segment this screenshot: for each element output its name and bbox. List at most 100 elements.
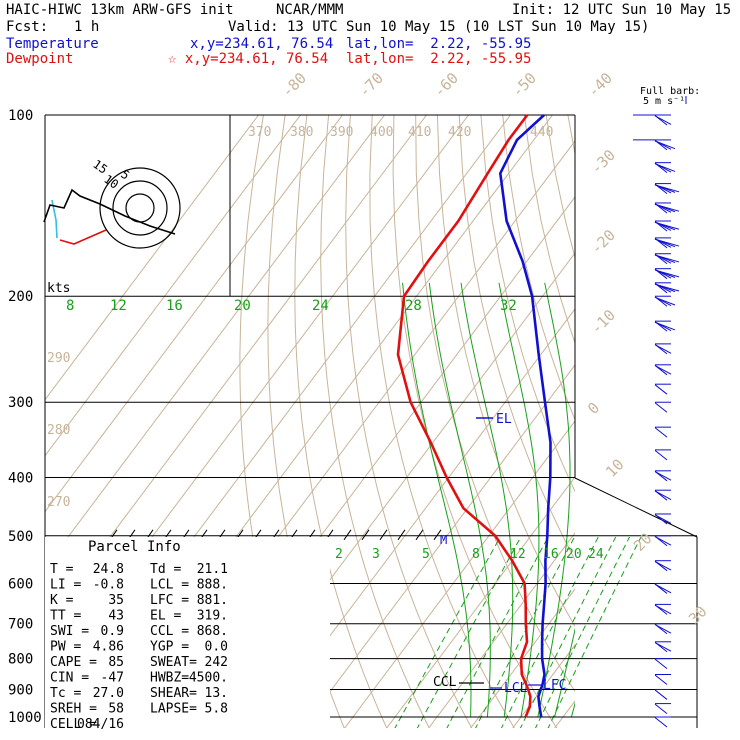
mixing-ratio-line <box>416 537 522 728</box>
moist-adiabat-line <box>402 282 472 718</box>
hatch-mark <box>433 529 442 541</box>
dewpoint-label: Dewpoint <box>6 51 74 67</box>
dry-adiabat-line <box>369 115 515 728</box>
dry-adiabat-line <box>415 115 575 693</box>
wind-barb-flag <box>654 536 672 546</box>
parcel-info-value: 888. <box>197 578 228 593</box>
parcel-info-value: 5.8 <box>205 702 228 717</box>
hatch-mark <box>379 529 388 541</box>
temperature-latlon: lat,lon= 2.22, -55.95 <box>346 36 532 52</box>
wind-barb-flag <box>654 674 668 685</box>
theta-label: 370 <box>248 125 271 140</box>
barb-legend-title: Full barb: <box>640 86 700 97</box>
wind-barb-flag <box>654 427 668 438</box>
isotherm-line <box>260 308 575 728</box>
theta-label: 380 <box>290 125 313 140</box>
parcel-info-value: 084/16 <box>77 717 124 732</box>
theta-label: 400 <box>370 125 393 140</box>
mixing-ratio-label: 16 <box>543 547 559 562</box>
wind-barb-flag <box>654 717 668 728</box>
mixing-ratio-line <box>394 537 501 728</box>
dewpoint-latlon: lat,lon= 2.22, -55.95 <box>346 51 532 67</box>
moist-adiabat-label: 16 <box>166 298 183 314</box>
wind-barb-flag <box>654 384 668 395</box>
lfc-label: LFC <box>543 678 566 693</box>
mixing-ratio-label: 3 <box>372 547 380 562</box>
moist-adiabat-line <box>460 282 514 718</box>
wind-barb-flag <box>654 221 680 230</box>
isotherm-label: -60 <box>430 69 462 101</box>
hodograph-trace-cyan <box>51 199 58 239</box>
dry-adiabat-line <box>612 115 740 730</box>
theta-label: 290 <box>47 351 70 366</box>
hatch-mark <box>415 529 424 541</box>
theta-label: 410 <box>408 125 431 140</box>
dewpoint-xy: ☆ x,y=234.61, 76.54 <box>168 51 329 67</box>
wind-barb-flag <box>654 402 668 413</box>
wind-barb-flag <box>654 254 680 263</box>
parcel-info-value: 319. <box>197 609 228 624</box>
isotherm-line <box>45 115 344 513</box>
isotherm-label: 20 <box>630 529 656 555</box>
hodograph-ring <box>112 180 168 236</box>
parcel-info-value: 58 <box>108 702 124 717</box>
parcel-info-key: CIN = <box>50 671 89 686</box>
hodograph-ring <box>99 167 181 249</box>
mixing-ratio-label: 5 <box>422 547 430 562</box>
wind-barb-flag <box>654 642 672 652</box>
el-label: EL <box>496 412 512 427</box>
theta-label: 390 <box>330 125 353 140</box>
isotherm-line <box>428 532 575 728</box>
parcel-info-key: SREH = <box>50 702 97 717</box>
mixing-ratio-line <box>547 537 642 728</box>
wind-barb-flag <box>654 203 680 212</box>
parcel-info-value: 4500. <box>189 671 228 686</box>
dry-adiabat-line <box>699 115 740 730</box>
mixing-ratio-label: 2 <box>335 547 343 562</box>
isotherm-line <box>344 420 575 728</box>
wind-barb-flag <box>654 283 680 292</box>
moist-adiabat-label: 24 <box>312 298 329 314</box>
parcel-info-key: TT = <box>50 609 81 624</box>
dry-adiabat-line <box>720 115 740 730</box>
moist-adiabat-line <box>537 282 571 718</box>
wind-barb-flag <box>654 344 672 354</box>
dry-adiabat-line <box>480 115 575 493</box>
isotherm-label: -20 <box>587 226 619 258</box>
wind-barb-flag <box>654 583 672 594</box>
isotherm-line <box>45 115 260 401</box>
model-title: HAIC-HIWC 13km ARW-GFS init <box>6 2 234 18</box>
parcel-info-value: 0.9 <box>101 624 124 639</box>
wind-barb-flag <box>654 163 676 172</box>
theta-label: 420 <box>448 125 471 140</box>
isotherm-label: 10 <box>602 455 628 481</box>
parcel-info-key: LCL = <box>150 578 189 593</box>
pressure-tick-label: 100 <box>8 108 33 124</box>
parcel-info-key: K = <box>50 593 74 608</box>
parcel-info-value: 85 <box>108 655 124 670</box>
moist-adiabat-label: 20 <box>234 298 251 314</box>
wind-barb-flag <box>654 490 672 501</box>
wind-barb-flag <box>654 321 676 331</box>
isotherm-line <box>470 588 575 728</box>
isotherm-label: -40 <box>584 69 616 101</box>
moist-adiabat-line <box>554 627 575 718</box>
wind-barb-flag <box>654 184 680 193</box>
isotherm-line <box>679 87 740 729</box>
hatch-mark <box>361 529 370 541</box>
barb-legend-unit: 5 m s⁻¹ <box>643 96 685 107</box>
dry-adiabat-line <box>502 115 575 422</box>
parcel-info-key: Td = <box>150 562 181 577</box>
dry-adiabat-line <box>458 115 575 562</box>
parcel-info-value: 24.8 <box>93 562 124 577</box>
wind-barb-flag <box>654 296 676 306</box>
hodograph-trace-red <box>59 229 107 245</box>
forecast-label: Fcst: <box>6 19 49 35</box>
parcel-info-key: CCL = <box>150 624 189 639</box>
parcel-info-key: LFC = <box>150 593 189 608</box>
pressure-tick-label: 1000 <box>8 710 42 726</box>
theta-label: 440 <box>530 125 553 140</box>
parcel-info-value: 881. <box>197 593 228 608</box>
parcel-info-key: EL = <box>150 609 181 624</box>
